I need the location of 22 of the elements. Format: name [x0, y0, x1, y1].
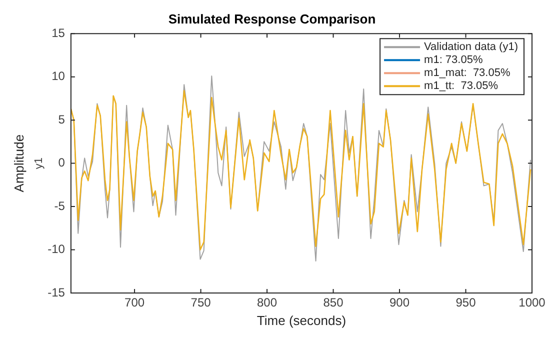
y-tick-label: 10 [52, 69, 66, 84]
legend-label: m1: 73.05% [424, 54, 483, 66]
x-tick-label: 950 [456, 296, 476, 310]
y-tick-label: -15 [48, 285, 66, 300]
text: y1 [32, 157, 45, 170]
x-tick-label: 900 [389, 296, 410, 310]
x-axis-title: Time (seconds) [256, 312, 346, 328]
y-tick-label: 0 [58, 156, 66, 170]
y-tick-label: 5 [58, 112, 66, 126]
y-tick-label: -10 [48, 242, 66, 256]
x-tick-label: 1000 [518, 296, 546, 310]
y-axis-title: Amplitude [11, 134, 26, 192]
x-tick-label: 850 [323, 296, 344, 310]
x-tick-label: 800 [257, 296, 278, 310]
chart-title: Simulated Response Comparison [168, 11, 376, 26]
legend-label: m1_tt: 73.05% [424, 80, 498, 92]
legend-label: Validation data (y1) [424, 41, 518, 54]
x-tick-label: 700 [124, 296, 145, 310]
legend-label: m1_mat: 73.05% [424, 67, 510, 80]
y-tick-label: -5 [54, 198, 66, 213]
x-tick-label: 750 [190, 296, 212, 310]
y-tick-label: 15 [52, 26, 66, 40]
